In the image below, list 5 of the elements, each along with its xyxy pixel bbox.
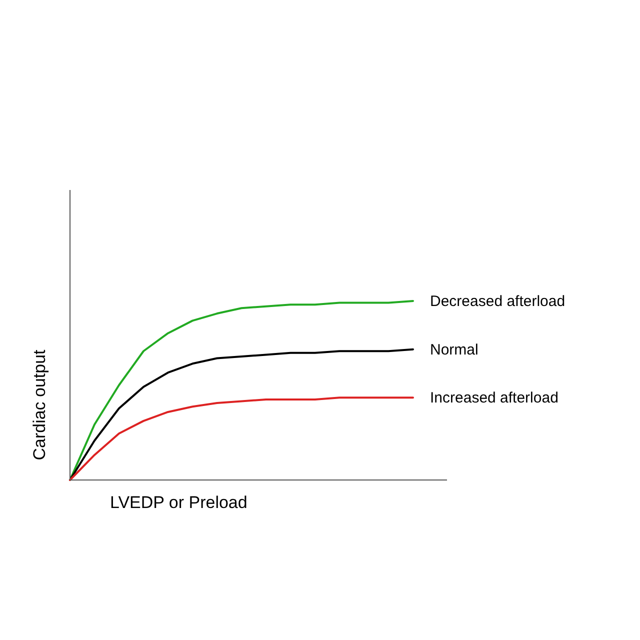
x-axis-title: LVEDP or Preload [110, 493, 248, 512]
series-label: Normal [430, 341, 478, 358]
series-label: Decreased afterload [430, 293, 566, 310]
y-axis-title: Cardiac output [30, 349, 49, 460]
series-label: Increased afterload [430, 390, 558, 407]
